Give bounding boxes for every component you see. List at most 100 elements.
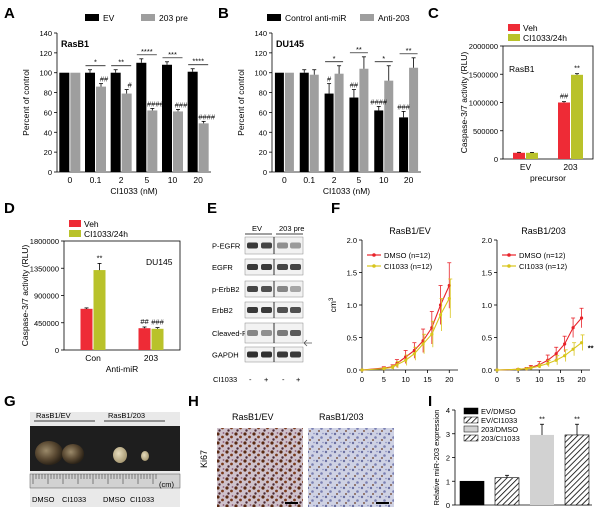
y-tick-label: 2.0 [482, 236, 492, 245]
legend-label: DMSO (n=12) [384, 251, 431, 260]
data-point [579, 341, 584, 345]
data-point [360, 368, 364, 372]
blot-band [261, 286, 272, 292]
blot-band [290, 286, 301, 292]
legend-label: CI1033/24h [523, 33, 567, 43]
chart-a: 0 20 40 60 80 100 120 140 0 0.1 *## 2 ** #5 **** #### 10… [21, 13, 216, 196]
ihc-image-203 [308, 428, 394, 507]
chart-title: RasB1/203 [521, 226, 566, 236]
blot-band [247, 242, 258, 249]
bar [110, 72, 121, 172]
data-point [554, 358, 558, 362]
legend-swatch [463, 434, 479, 442]
legend-swatch [463, 407, 479, 415]
bar [198, 123, 209, 172]
bar [374, 110, 384, 172]
significance-mark: ** [406, 46, 412, 55]
x-tick-label: 5 [357, 175, 362, 185]
data-point [495, 368, 499, 372]
bar [571, 74, 583, 159]
photo-label-203: RasB1/203 [108, 411, 145, 420]
legend-swatch [141, 14, 155, 21]
blot-lane-1: - [249, 375, 252, 384]
y-tick-label: 3 [446, 430, 450, 439]
significance-mark: * [333, 54, 336, 63]
panel-label-i: I [428, 393, 432, 410]
blot-band [290, 351, 301, 358]
data-point [412, 352, 416, 356]
x-tick-label: 10 [401, 375, 409, 384]
bar [70, 72, 81, 172]
y-tick-label: 450000 [34, 319, 59, 328]
photo-bottom-3: DMSO [103, 495, 126, 504]
ruler-unit: (cm) [159, 480, 174, 489]
y-tick-label: 1000000 [469, 99, 498, 108]
bar [334, 73, 344, 172]
legend-label: EV [103, 13, 115, 23]
bar [564, 434, 590, 506]
blot-lane-2: + [264, 375, 269, 384]
bar [85, 72, 95, 172]
blot-band [261, 307, 272, 313]
legend-swatch [69, 230, 81, 237]
blot-band [277, 351, 288, 358]
significance-mark: ** [539, 414, 545, 423]
panel-label-a: A [4, 5, 15, 22]
y-tick-label: 0 [263, 168, 267, 177]
bar [173, 111, 183, 172]
x-tick-label: 5 [382, 375, 386, 384]
legend-swatch [463, 416, 479, 424]
significance-mark: #### [198, 112, 216, 121]
bar [274, 72, 284, 172]
y-tick-label: 2.0 [347, 236, 357, 245]
panel-label-h: H [188, 393, 199, 410]
significance-mark: * [94, 58, 97, 67]
x-tick-label: 20 [404, 175, 414, 185]
bar [526, 152, 538, 159]
legend-swatch [508, 24, 520, 31]
x-tick-label: 10 [535, 375, 543, 384]
significance-mark: ### [151, 318, 164, 327]
y-tick-label: 1 [446, 477, 450, 486]
blot-row-label: ErbB2 [212, 306, 233, 315]
blot-band [277, 307, 288, 313]
data-point [563, 342, 567, 346]
y-axis-label-sup: 3 [329, 297, 335, 301]
legend-label: 203/CI1033 [481, 434, 520, 443]
y-tick-label: 1.0 [347, 301, 357, 310]
y-tick-label: 100 [39, 69, 52, 78]
legend-label: Control anti-miR [285, 13, 346, 23]
significance-mark: ## [350, 81, 359, 90]
chart-inner-label: DU145 [146, 257, 173, 267]
x-tick-label: 20 [445, 375, 453, 384]
x-tick-label: 2 [332, 175, 337, 185]
x-tick-label: 0 [67, 175, 72, 185]
blot-band [261, 330, 272, 336]
blot-drug-label: CI1033 [213, 375, 237, 384]
chart-inner-label: DU145 [276, 39, 304, 49]
legend-label: Anti-203 [378, 13, 410, 23]
legend-label: 203 pre [159, 13, 188, 23]
legend-label: DMSO (n=12) [519, 251, 566, 260]
legend-swatch [85, 14, 99, 21]
y-axis-label: Caspase-3/7 activity (RLU) [459, 52, 469, 154]
blot-band [290, 264, 301, 270]
significance-mark: ** [356, 45, 362, 54]
significance-mark: ### [397, 102, 410, 111]
chart-b: 0 20 40 60 80 100 120 140 0 0.1 2 * #5 ** ## 10 * #### 20 *… [236, 13, 421, 196]
y-tick-label: 1350000 [30, 264, 59, 273]
x-tick-label: 5 [144, 175, 149, 185]
bar [93, 270, 106, 350]
y-tick-label: 0.5 [347, 334, 357, 343]
legend-marker [507, 264, 511, 268]
chart-c: 0 500000 1000000 1500000 2000000 EV 203precurs… [459, 23, 594, 183]
bar [80, 308, 93, 350]
data-point [554, 352, 558, 356]
chart-title: RasB1/EV [389, 226, 431, 236]
ihc-label-203: RasB1/203 [319, 412, 364, 422]
significance-mark: ** [588, 344, 594, 353]
chart-d: 0 450000 900000 1350000 1800000 Con 203 Anti-mi… [20, 219, 181, 374]
y-tick-label: 2 [446, 454, 450, 463]
bar [96, 86, 106, 172]
